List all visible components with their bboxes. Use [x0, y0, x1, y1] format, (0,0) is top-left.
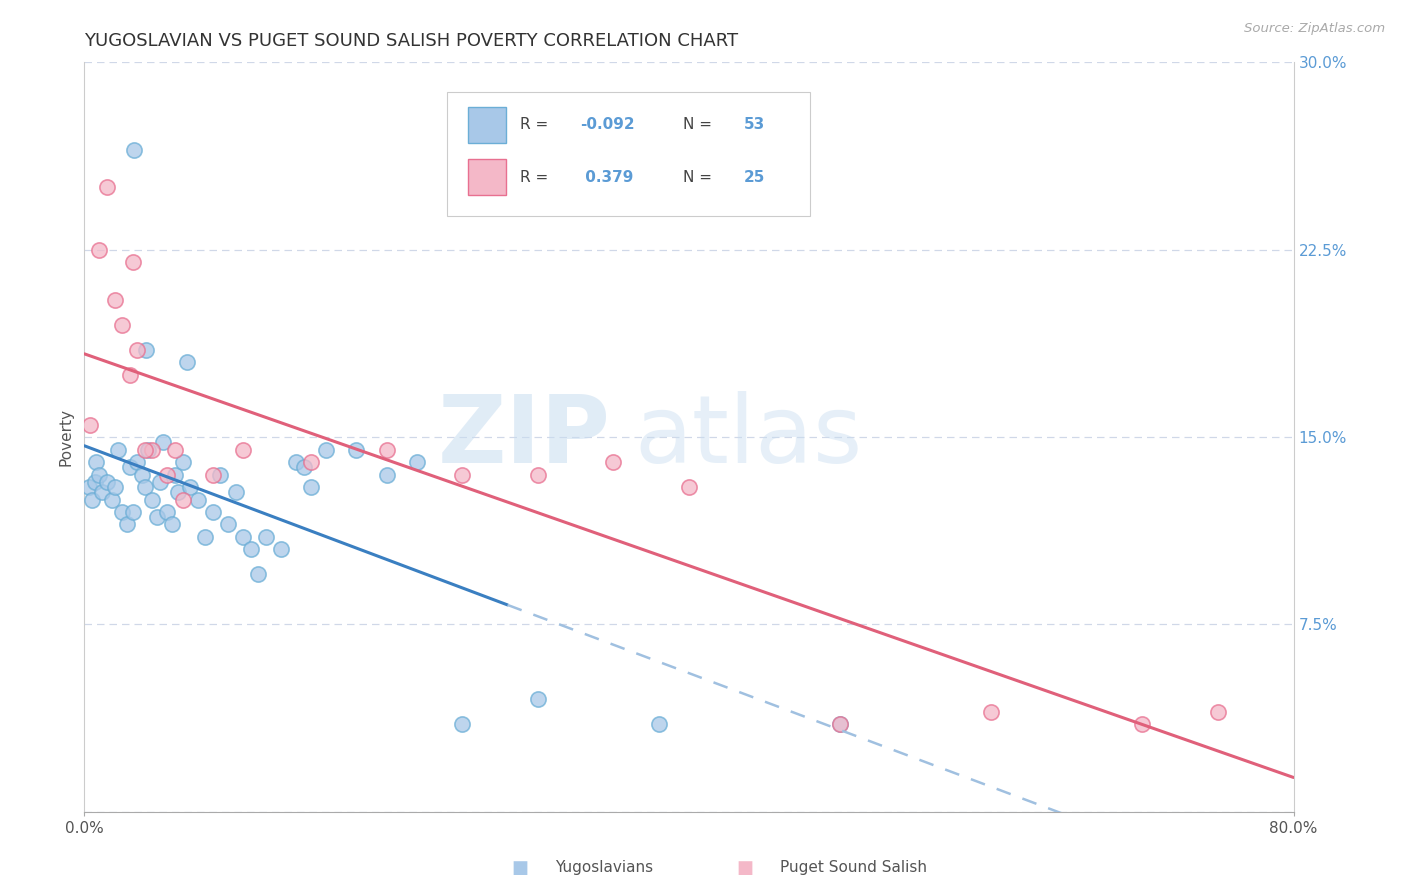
Point — [131, 467, 153, 482]
Point — [80, 492, 103, 507]
Point — [79, 417, 101, 432]
Point — [270, 542, 292, 557]
Point — [165, 467, 187, 482]
Point — [121, 255, 143, 269]
Point — [254, 530, 277, 544]
Point — [1132, 717, 1154, 731]
FancyBboxPatch shape — [468, 107, 506, 143]
Point — [118, 368, 141, 382]
Point — [830, 717, 852, 731]
Point — [678, 480, 700, 494]
Point — [122, 143, 145, 157]
Point — [111, 505, 134, 519]
FancyBboxPatch shape — [447, 93, 810, 216]
Point — [84, 475, 107, 489]
Point — [149, 475, 172, 489]
Point — [315, 442, 337, 457]
Text: ZIP: ZIP — [437, 391, 610, 483]
Point — [247, 567, 270, 582]
Text: R =: R = — [520, 169, 548, 185]
Text: ■: ■ — [512, 859, 529, 877]
Point — [146, 510, 169, 524]
Point — [232, 530, 254, 544]
Point — [89, 243, 111, 257]
Point — [375, 467, 398, 482]
Point — [201, 505, 224, 519]
Point — [830, 717, 852, 731]
Point — [127, 343, 149, 357]
Text: 0.379: 0.379 — [581, 169, 634, 185]
Point — [141, 492, 163, 507]
Point — [96, 180, 118, 194]
Text: Yugoslavians: Yugoslavians — [555, 861, 654, 875]
FancyBboxPatch shape — [468, 159, 506, 195]
Point — [179, 480, 201, 494]
Text: ■: ■ — [737, 859, 754, 877]
Point — [1206, 705, 1229, 719]
Point — [527, 692, 550, 706]
Point — [225, 485, 247, 500]
Point — [136, 442, 159, 457]
Text: N =: N = — [683, 117, 711, 132]
Point — [285, 455, 308, 469]
Point — [107, 442, 129, 457]
Point — [134, 442, 156, 457]
Text: YUGOSLAVIAN VS PUGET SOUND SALISH POVERTY CORRELATION CHART: YUGOSLAVIAN VS PUGET SOUND SALISH POVERT… — [84, 32, 738, 50]
Point — [172, 455, 194, 469]
Point — [176, 355, 198, 369]
Point — [86, 455, 108, 469]
Point — [91, 485, 114, 500]
Point — [152, 435, 174, 450]
Point — [89, 467, 111, 482]
Point — [156, 467, 179, 482]
Point — [160, 517, 183, 532]
Point — [201, 467, 224, 482]
Point — [299, 480, 322, 494]
Text: atlas: atlas — [634, 391, 863, 483]
Point — [134, 480, 156, 494]
Point — [187, 492, 209, 507]
Point — [602, 455, 624, 469]
Point — [165, 442, 187, 457]
Point — [375, 442, 398, 457]
Point — [451, 467, 474, 482]
Point — [292, 460, 315, 475]
Point — [121, 505, 143, 519]
Text: Puget Sound Salish: Puget Sound Salish — [780, 861, 928, 875]
Point — [141, 442, 163, 457]
Point — [346, 442, 368, 457]
Point — [167, 485, 190, 500]
Point — [135, 343, 157, 357]
Point — [980, 705, 1002, 719]
Point — [127, 455, 149, 469]
Point — [96, 475, 118, 489]
Text: 25: 25 — [744, 169, 765, 185]
Point — [156, 505, 179, 519]
Point — [451, 717, 474, 731]
Point — [239, 542, 262, 557]
Y-axis label: Poverty: Poverty — [58, 408, 73, 467]
Point — [209, 467, 232, 482]
Point — [111, 318, 134, 332]
Point — [299, 455, 322, 469]
Point — [118, 460, 141, 475]
Point — [115, 517, 138, 532]
Point — [217, 517, 239, 532]
Point — [527, 467, 550, 482]
Point — [194, 530, 217, 544]
Text: 53: 53 — [744, 117, 765, 132]
Point — [100, 492, 122, 507]
Point — [406, 455, 429, 469]
Text: R =: R = — [520, 117, 548, 132]
Point — [232, 442, 254, 457]
Text: Source: ZipAtlas.com: Source: ZipAtlas.com — [1244, 22, 1385, 36]
Point — [104, 480, 127, 494]
Text: N =: N = — [683, 169, 711, 185]
Point — [172, 492, 194, 507]
Point — [648, 717, 671, 731]
Text: -0.092: -0.092 — [581, 117, 634, 132]
Point — [77, 480, 100, 494]
Point — [104, 293, 127, 307]
